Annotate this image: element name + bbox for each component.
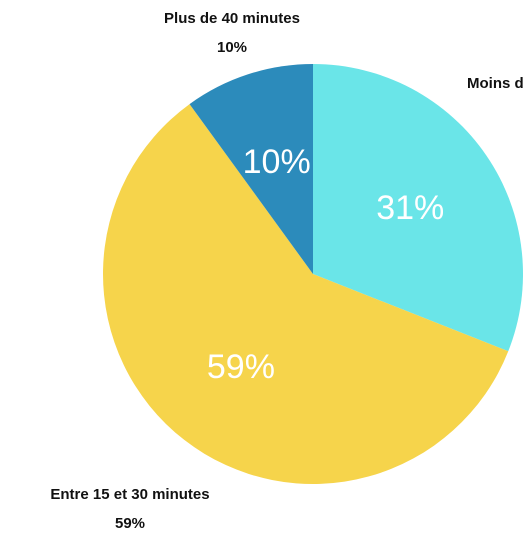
slice-label-plus-40: Plus de 40 minutes bbox=[164, 10, 300, 27]
slice-label-moins-15: Moins de 15 minutes bbox=[467, 75, 523, 92]
pie-slice-moins-de-15-minutes bbox=[313, 64, 523, 352]
pie-outer-labels: Moins de 15 minutes Plus de 40 minutes 1… bbox=[50, 10, 523, 532]
slice-label-entre-15-30: Entre 15 et 30 minutes bbox=[50, 486, 209, 503]
pie-value-label-moins-de-15-minutes: 31% bbox=[376, 189, 444, 227]
pie-value-labels: 31% 59% 10% bbox=[207, 143, 444, 386]
pie-value-label-plus-de-40-minutes: 10% bbox=[243, 143, 311, 181]
pie-slice-plus-de-40-minutes bbox=[189, 64, 313, 274]
slice-percent-plus-40: 10% bbox=[217, 39, 247, 56]
pie-slice-entre-15-et-30-minutes bbox=[103, 104, 509, 484]
pie-slices bbox=[103, 64, 523, 484]
pie-value-label-entre-15-et-30-minutes: 59% bbox=[207, 348, 275, 386]
slice-percent-entre-15-30: 59% bbox=[115, 515, 145, 532]
